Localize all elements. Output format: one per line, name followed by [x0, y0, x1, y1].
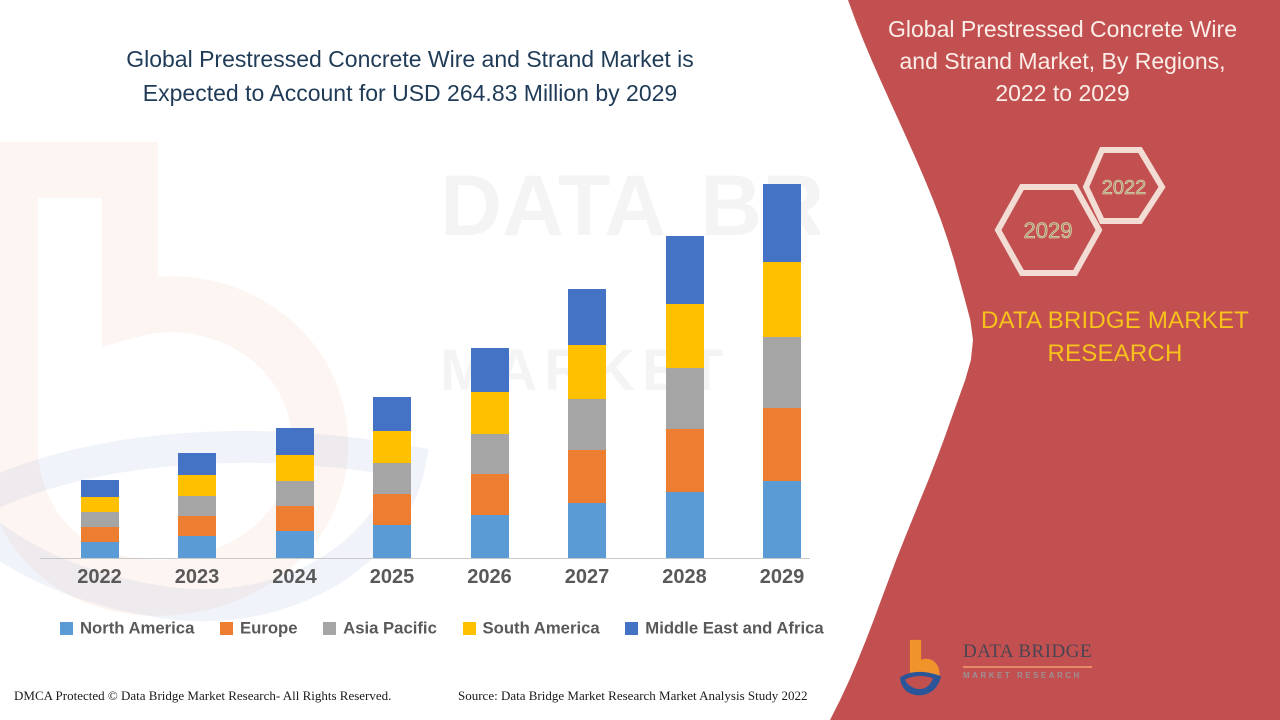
svg-text:2029: 2029 [1024, 218, 1073, 243]
svg-text:2022: 2022 [1102, 177, 1147, 199]
